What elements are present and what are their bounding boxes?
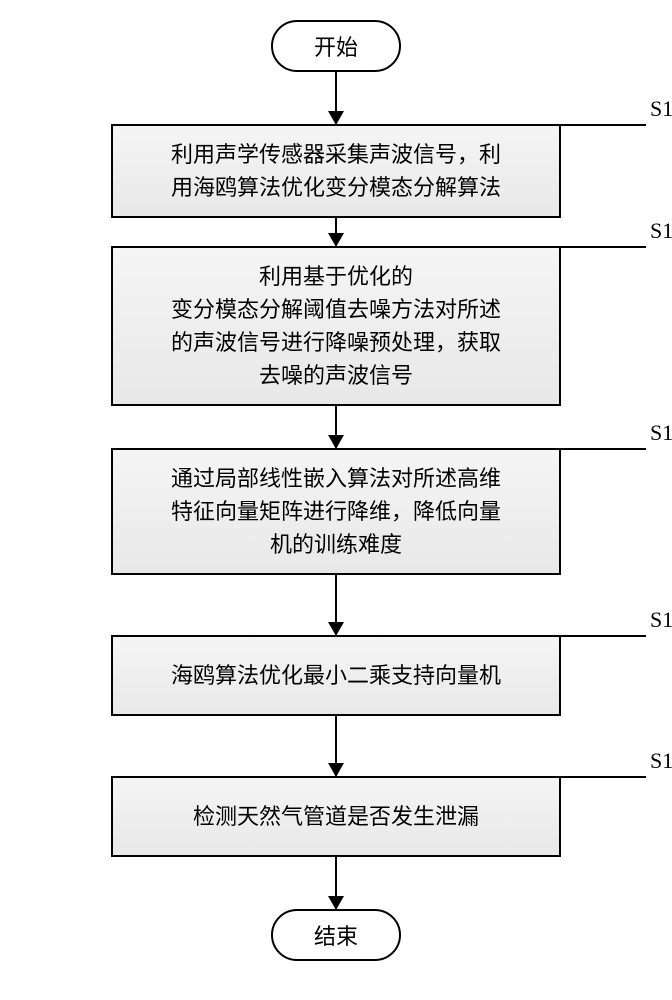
step-s100-wrap: 利用声学传感器采集声波信号，利 用海鸥算法优化变分模态分解算法 S100: [0, 124, 672, 218]
step-s130: 海鸥算法优化最小二乘支持向量机: [111, 635, 561, 716]
start-terminal: 开始: [271, 20, 401, 72]
step-id-label: S100: [650, 96, 672, 122]
arrow: [335, 218, 337, 246]
step-text: 检测天然气管道是否发生泄漏: [129, 800, 543, 833]
step-id-label: S140: [650, 748, 672, 774]
step-s140-wrap: 检测天然气管道是否发生泄漏 S140: [0, 776, 672, 857]
connector-line: [561, 776, 646, 778]
connector-line: [561, 448, 646, 450]
step-s110-wrap: 利用基于优化的 变分模态分解阈值去噪方法对所述 的声波信号进行降噪预处理，获取 …: [0, 246, 672, 406]
step-text: 机的训练难度: [129, 528, 543, 561]
arrow: [335, 406, 337, 448]
step-id-label: S110: [650, 218, 672, 244]
step-text: 用海鸥算法优化变分模态分解算法: [129, 171, 543, 204]
step-s110: 利用基于优化的 变分模态分解阈值去噪方法对所述 的声波信号进行降噪预处理，获取 …: [111, 246, 561, 406]
arrow: [335, 72, 337, 124]
connector-line: [561, 124, 646, 126]
step-id-label: S130: [650, 607, 672, 633]
step-text: 利用基于优化的: [129, 260, 543, 293]
arrow: [335, 857, 337, 909]
step-text: 海鸥算法优化最小二乘支持向量机: [129, 659, 543, 692]
connector-line: [561, 635, 646, 637]
end-label: 结束: [314, 919, 358, 951]
arrow: [335, 716, 337, 776]
step-id-label: S120: [650, 420, 672, 446]
step-s100: 利用声学传感器采集声波信号，利 用海鸥算法优化变分模态分解算法: [111, 124, 561, 218]
step-s120: 通过局部线性嵌入算法对所述高维 特征向量矩阵进行降维，降低向量 机的训练难度: [111, 448, 561, 575]
step-text: 变分模态分解阈值去噪方法对所述: [129, 293, 543, 326]
step-text: 去噪的声波信号: [129, 359, 543, 392]
step-text: 利用声学传感器采集声波信号，利: [129, 138, 543, 171]
step-s140: 检测天然气管道是否发生泄漏: [111, 776, 561, 857]
step-s130-wrap: 海鸥算法优化最小二乘支持向量机 S130: [0, 635, 672, 716]
flowchart-container: 开始 利用声学传感器采集声波信号，利 用海鸥算法优化变分模态分解算法 S100 …: [0, 0, 672, 961]
connector-line: [561, 246, 646, 248]
arrow: [335, 575, 337, 635]
step-text: 的声波信号进行降噪预处理，获取: [129, 326, 543, 359]
start-label: 开始: [314, 30, 358, 62]
step-text: 特征向量矩阵进行降维，降低向量: [129, 495, 543, 528]
end-terminal: 结束: [271, 909, 401, 961]
step-s120-wrap: 通过局部线性嵌入算法对所述高维 特征向量矩阵进行降维，降低向量 机的训练难度 S…: [0, 448, 672, 575]
step-text: 通过局部线性嵌入算法对所述高维: [129, 462, 543, 495]
